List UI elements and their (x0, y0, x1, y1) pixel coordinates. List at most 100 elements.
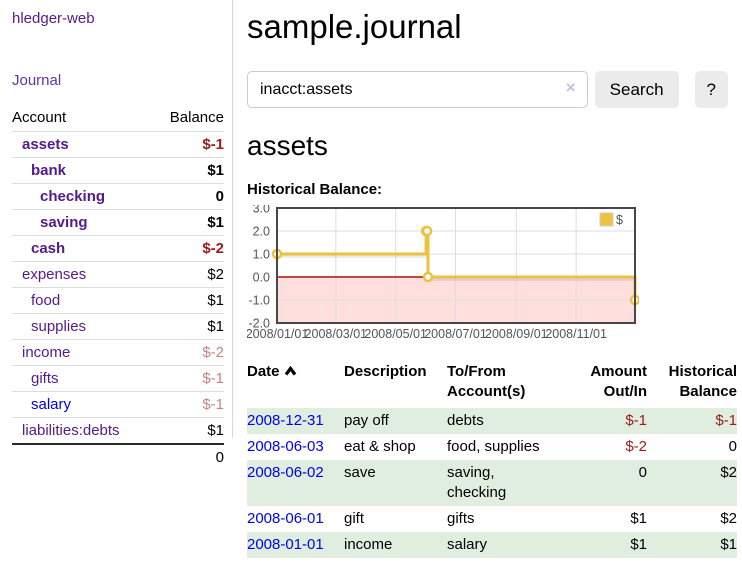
register-date-cell: 2008-06-03 (247, 434, 344, 460)
register-date-link[interactable]: 2008-06-03 (247, 438, 324, 455)
register-row: 2008-12-31 pay off debts $-1 $-1 (247, 408, 737, 434)
account-row: income $-2 (12, 339, 224, 366)
register-header-date[interactable]: Date (247, 362, 344, 408)
register-date-link[interactable]: 2008-12-31 (247, 412, 324, 429)
account-name-cell: food (12, 287, 153, 314)
historical-balance-chart[interactable]: $3.0 2.0 1.0 0.0 -1.0 -2.0 2008/01/01 2008/03/0… (246, 202, 728, 347)
account-link-salary[interactable]: salary (31, 396, 72, 413)
account-row: expenses $2 (12, 261, 224, 288)
account-link-income[interactable]: income (22, 344, 71, 361)
register-description-cell: pay off (344, 412, 389, 429)
account-balance: 0 (152, 183, 224, 210)
register-header-to-from-account-s-: To/From Account(s) (447, 363, 526, 400)
register-row: 2008-06-02 save saving, checking 0 $2 (247, 460, 737, 506)
register-balance-cell: $2 (720, 510, 737, 527)
register-description-cell: gift (344, 510, 365, 527)
register-date-cell: 2008-06-02 (247, 460, 344, 506)
account-row: checking 0 (12, 183, 224, 210)
page-title: sample.journal (247, 8, 462, 45)
app-title-link[interactable]: hledger-web (12, 10, 95, 27)
x-tick-label: 2008/05/01 (364, 327, 427, 341)
y-tick-label: 1.0 (253, 248, 270, 262)
data-point-marker (422, 271, 434, 283)
register-amount-cell: $1 (630, 510, 647, 527)
account-row: food $1 (12, 287, 224, 314)
account-name-cell: cash (12, 235, 153, 262)
register-description-cell: income (344, 536, 393, 553)
account-heading: assets (247, 130, 328, 161)
accounts-header-balance: Balance (152, 106, 224, 132)
account-name-cell: assets (12, 131, 153, 158)
help-button[interactable]: ? (694, 71, 728, 108)
register-header-historical-balance: Historical Balance (668, 363, 737, 400)
account-row: saving $1 (12, 209, 224, 236)
account-link-gifts[interactable]: gifts (31, 370, 59, 387)
register-accounts-cell: saving, checking (447, 464, 507, 501)
search-button[interactable]: Search (594, 71, 679, 108)
main-content: sample.journal × Search ? assets Histori… (233, 0, 737, 558)
y-tick-label: 0.0 (253, 271, 270, 285)
account-balance: $-1 (152, 131, 224, 158)
account-name-cell: salary (12, 391, 153, 418)
register-balance-cell: $-1 (715, 412, 737, 429)
register-date-cell: 2008-12-31 (247, 408, 344, 434)
x-tick-label: 2008/11/01 (545, 327, 607, 341)
chart-border (276, 207, 636, 324)
y-tick-label: 2.0 (253, 225, 270, 239)
account-name-cell: gifts (12, 365, 153, 392)
account-balance: $1 (152, 417, 224, 445)
account-link-supplies[interactable]: supplies (31, 318, 87, 335)
accounts-body: assets $-1 bank $1 checking 0 saving $1 cash $-2 e… (12, 131, 224, 445)
account-link-checking[interactable]: checking (40, 188, 106, 205)
register-amount-cell: $-1 (625, 412, 647, 429)
account-link-liabilities-debts[interactable]: liabilities:debts (22, 422, 120, 439)
search-input[interactable] (247, 71, 588, 108)
sidebar: hledger-web Journal Account Balance asse… (0, 0, 233, 470)
register-accounts-cell: food, supplies (447, 438, 540, 455)
account-balance: $1 (152, 313, 224, 340)
account-link-assets[interactable]: assets (22, 136, 69, 153)
account-row: liabilities:debts $1 (12, 417, 224, 445)
register-header-amount-out-in: Amount Out/In (590, 363, 647, 400)
account-name-cell: bank (12, 157, 153, 184)
account-link-food[interactable]: food (31, 292, 61, 309)
register-header-description: Description (344, 363, 427, 380)
register-date-link[interactable]: 2008-06-01 (247, 510, 324, 527)
x-tick-label: 2008/01/01 (247, 327, 308, 341)
accounts-header-account: Account (12, 106, 153, 132)
register-amount-cell: 0 (638, 464, 647, 481)
account-link-bank[interactable]: bank (31, 162, 67, 179)
account-row: cash $-2 (12, 235, 224, 262)
data-point-marker (421, 225, 433, 237)
account-row: salary $-1 (12, 391, 224, 418)
clear-search-icon[interactable]: × (565, 78, 576, 97)
register-date-link[interactable]: 2008-06-02 (247, 464, 324, 481)
register-amount-cell: $1 (630, 536, 647, 553)
account-name-cell: expenses (12, 261, 153, 288)
account-balance: $1 (152, 209, 224, 236)
nav-journal-link[interactable]: Journal (12, 72, 62, 89)
account-link-cash[interactable]: cash (31, 240, 66, 257)
register-date-link[interactable]: 2008-01-01 (247, 536, 324, 553)
chart-title: Historical Balance: (247, 181, 383, 198)
account-balance: $1 (152, 287, 224, 314)
account-balance: $1 (152, 157, 224, 184)
hledger-web-app: hledger-web Journal Account Balance asse… (0, 0, 737, 558)
register-description-cell: eat & shop (344, 438, 416, 455)
x-tick-label: 2008/07/01 (424, 327, 487, 341)
y-tick-label: -1.0 (248, 294, 270, 308)
account-row: gifts $-1 (12, 365, 224, 392)
account-link-saving[interactable]: saving (40, 214, 88, 231)
search-form: × Search ? (247, 71, 728, 108)
account-balance: $2 (152, 261, 224, 288)
legend-label: $ (616, 213, 623, 227)
sort-asc-icon (284, 366, 296, 376)
search-box: × (247, 71, 588, 108)
y-tick-label: -2.0 (248, 317, 270, 331)
accounts-total-balance: 0 (152, 443, 224, 470)
register-table: Date Description To/From Account(s) Amount … (247, 362, 737, 558)
account-link-expenses[interactable]: expenses (22, 266, 87, 283)
register-accounts-cell: debts (447, 412, 484, 429)
register-date-cell: 2008-01-01 (247, 532, 344, 558)
register-row: 2008-06-01 gift gifts $1 $2 (247, 506, 737, 532)
